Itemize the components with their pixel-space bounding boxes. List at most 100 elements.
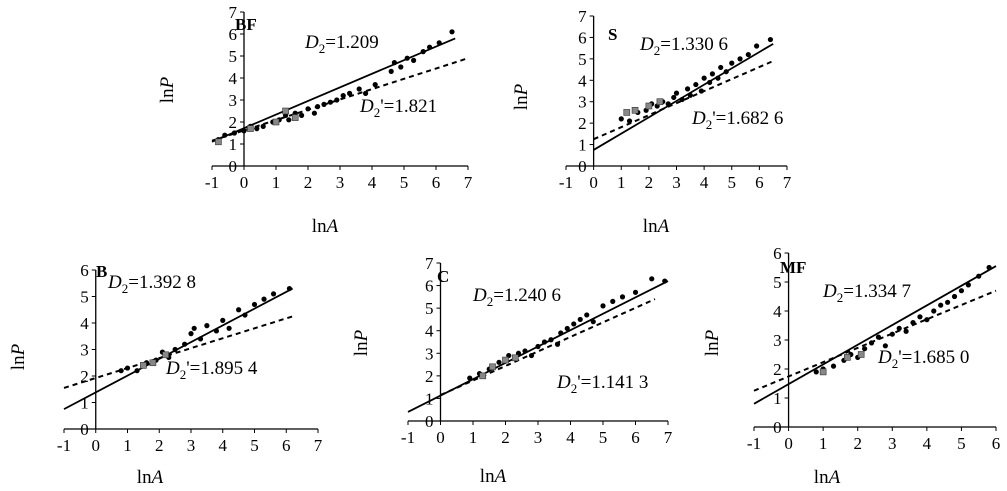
data-point [965, 282, 971, 288]
data-point [698, 88, 704, 94]
data-point [321, 101, 327, 107]
x-axis-label: lnA [480, 466, 507, 487]
x-tick-label: 6 [631, 428, 640, 447]
data-point [134, 368, 140, 374]
panel-label: MF [780, 258, 806, 277]
data-point [554, 341, 561, 347]
x-tick-label: 5 [728, 173, 737, 192]
data-point [754, 43, 760, 49]
x-tick-label: 6 [992, 434, 1001, 453]
x-tick-label: 3 [534, 428, 543, 447]
data-point-square [247, 125, 254, 132]
y-tick-label: 1 [229, 135, 238, 154]
data-point [398, 64, 404, 70]
data-point-square [631, 106, 639, 114]
x-tick-label: 7 [783, 173, 792, 192]
y-tick-label: 0 [578, 157, 587, 176]
data-point [564, 325, 570, 332]
data-point [436, 40, 442, 46]
data-point-square [162, 351, 169, 359]
data-point [315, 104, 321, 110]
y-tick-label: 6 [425, 277, 434, 296]
y-axis-label: lnP [351, 329, 372, 356]
solid-fit-equation: D2=1.334 7 [822, 281, 911, 305]
x-tick-label: 0 [436, 428, 445, 447]
y-tick-label: 2 [578, 114, 587, 133]
solid-fit-line [211, 37, 456, 143]
data-point [976, 273, 982, 279]
x-tick-label: -1 [57, 436, 71, 455]
data-point [868, 340, 875, 346]
data-point [619, 294, 626, 300]
data-point [197, 336, 204, 342]
data-point [241, 128, 247, 134]
data-point [213, 328, 219, 334]
data-point [767, 36, 774, 43]
y-tick-label: 2 [773, 360, 782, 379]
data-point [226, 325, 232, 331]
data-point [372, 82, 378, 88]
data-point [541, 339, 548, 345]
data-point-square [149, 359, 157, 367]
data-point [204, 323, 210, 329]
data-point [673, 90, 680, 96]
data-point [701, 75, 707, 81]
data-point [910, 320, 916, 326]
dashed-fit-equation: D2'=1.141 3 [556, 372, 648, 396]
dashed-fit-equation: D2'=1.682 6 [691, 108, 783, 132]
y-axis-label: lnP [157, 76, 178, 103]
data-point [679, 96, 685, 103]
data-point [172, 346, 178, 353]
solid-fit-equation: D2=1.392 8 [107, 272, 196, 296]
x-tick-label: 3 [336, 173, 345, 192]
data-point [260, 123, 266, 129]
dashed-fit-line [753, 289, 997, 392]
data-point-square [272, 118, 280, 126]
data-point [334, 97, 340, 103]
data-point [420, 49, 426, 55]
x-tick-label: 4 [368, 173, 377, 192]
data-point [261, 296, 267, 302]
data-point [356, 86, 362, 92]
x-tick-label: 0 [240, 173, 249, 192]
x-tick-label: 6 [755, 173, 764, 192]
y-tick-label: 7 [425, 254, 434, 273]
data-point [600, 303, 606, 309]
data-point [528, 352, 535, 359]
y-tick-label: 4 [773, 302, 782, 321]
x-axis-label: lnA [643, 216, 670, 237]
y-tick-label: 5 [425, 299, 434, 318]
data-point [737, 56, 743, 62]
data-point [986, 264, 992, 271]
data-point [571, 321, 577, 327]
data-point [191, 325, 197, 331]
y-tick-label: 4 [80, 314, 89, 333]
data-point-square [489, 363, 496, 371]
data-point [124, 365, 131, 371]
x-tick-label: 6 [432, 173, 441, 192]
data-point-square [291, 114, 299, 121]
x-tick-label: 1 [272, 173, 281, 192]
y-tick-label: 3 [80, 341, 89, 360]
dashed-fit-line [593, 60, 774, 141]
data-point-square [511, 354, 519, 362]
data-point-square [502, 356, 509, 364]
data-point [687, 92, 693, 98]
panel-label: B [96, 262, 107, 281]
x-tick-label: 0 [92, 436, 101, 455]
data-point [917, 314, 923, 320]
data-point [618, 116, 624, 122]
x-tick-label: 5 [400, 173, 409, 192]
data-point [391, 60, 397, 66]
data-point [889, 331, 895, 337]
x-tick-label: -1 [559, 173, 573, 192]
y-tick-label: 0 [229, 157, 238, 176]
y-tick-label: 3 [773, 331, 782, 350]
data-point [118, 368, 124, 374]
y-tick-label: 0 [773, 418, 782, 437]
data-point [522, 348, 528, 354]
data-point [254, 126, 260, 132]
panel-label: BF [235, 15, 257, 34]
